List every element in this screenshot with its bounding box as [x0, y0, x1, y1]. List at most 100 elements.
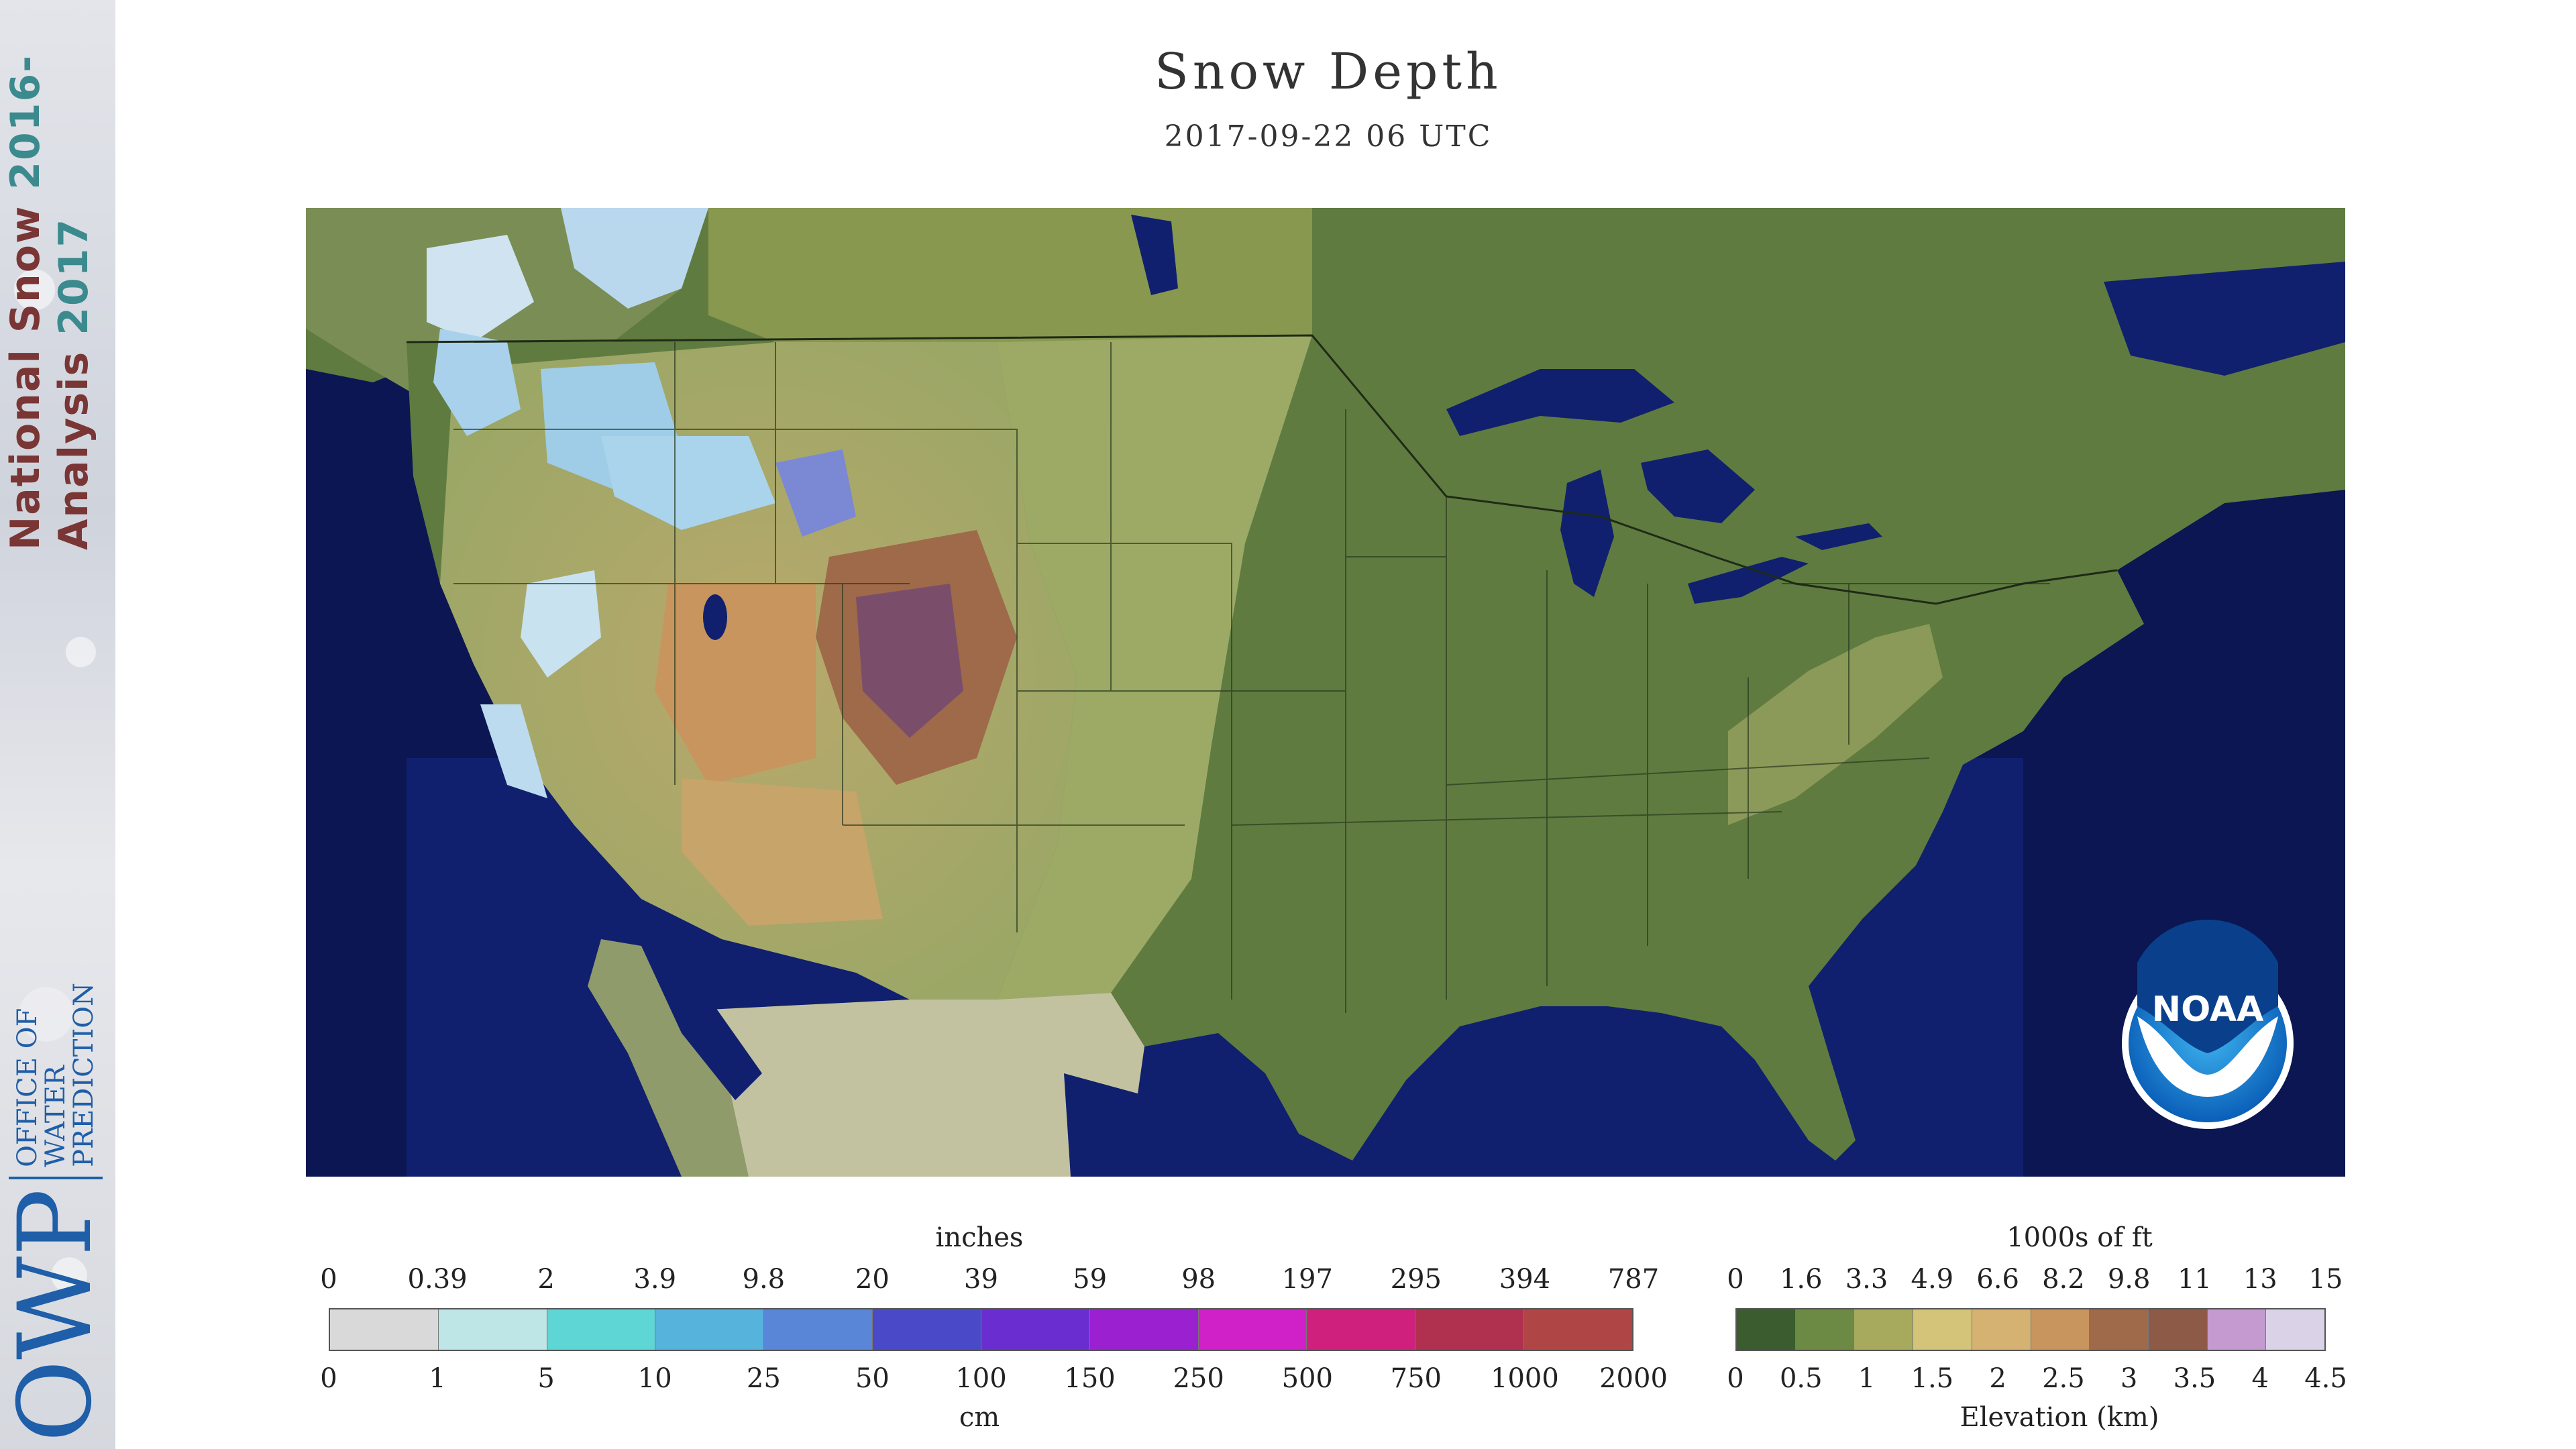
snow-legend-swatch-10 — [1415, 1309, 1525, 1350]
snow-legend-cm-tick-11: 1000 — [1491, 1363, 1559, 1394]
elevation-legend-km-tick-3: 1.5 — [1911, 1363, 1954, 1394]
snow-legend-cm-tick-8: 250 — [1173, 1363, 1224, 1394]
banner-title-years-start: 2016- — [2, 54, 49, 190]
snow-legend-inch-tick-0: 0 — [320, 1264, 337, 1295]
snow-legend-cm-tick-6: 100 — [955, 1363, 1007, 1394]
elevation-legend-km-tick-1: 0.5 — [1779, 1363, 1823, 1394]
snow-legend-swatch-7 — [1089, 1309, 1199, 1350]
snow-legend-inch-tick-8: 98 — [1181, 1264, 1216, 1295]
great-basin-terrain — [655, 584, 816, 785]
elevation-legend-swatch-5 — [2031, 1309, 2090, 1350]
banner-title: National Snow 2016- Analysis 2017 — [1, 0, 102, 550]
elevation-legend-swatch-0 — [1737, 1309, 1796, 1350]
elevation-legend-ft-tick-1: 1.6 — [1779, 1264, 1823, 1295]
snow-legend-cm-tick-5: 50 — [855, 1363, 890, 1394]
elevation-legend-swatch-1 — [1795, 1309, 1855, 1350]
great-plains — [997, 335, 1312, 1000]
snow-legend-unit-cm: cm — [959, 1402, 1000, 1433]
snow-legend-inch-tick-7: 59 — [1073, 1264, 1108, 1295]
elevation-legend-ft-tick-2: 3.3 — [1845, 1264, 1888, 1295]
elevation-legend-ft-tick-4: 6.6 — [1976, 1264, 2019, 1295]
snow-legend-cm-tick-1: 1 — [429, 1363, 446, 1394]
great-lakes — [1446, 369, 1882, 604]
snow-legend-swatch-11 — [1524, 1309, 1632, 1350]
snow-legend-inch-tick-1: 0.39 — [407, 1264, 468, 1295]
snow-legend-swatch-0 — [330, 1309, 439, 1350]
lake-winnipeg — [1131, 215, 1178, 295]
owp-logo-divider — [9, 1176, 103, 1179]
snow-legend-swatch-4 — [764, 1309, 873, 1350]
snow-legend-cm-tick-9: 500 — [1281, 1363, 1333, 1394]
map-timestamp: 2017-09-22 06 UTC — [1164, 119, 1493, 154]
great-salt-lake — [703, 594, 727, 640]
banner-title-line1: National Snow — [2, 189, 49, 550]
snow-legend-cm-tick-2: 5 — [537, 1363, 555, 1394]
elevation-legend-ft-tick-6: 9.8 — [2107, 1264, 2151, 1295]
elevation-legend-colorbar — [1735, 1308, 2326, 1351]
elevation-legend-swatch-3 — [1913, 1309, 1972, 1350]
st-lawrence-gulf — [2104, 262, 2345, 376]
us-canada-border — [406, 334, 2118, 605]
side-banner: National Snow 2016- Analysis 2017 OWP OF… — [0, 0, 115, 1449]
elevation-legend-km-tick-7: 3.5 — [2173, 1363, 2216, 1394]
snow-depth-map: NOAA — [306, 208, 2345, 1177]
elevation-legend-unit-km: Elevation (km) — [1960, 1402, 2159, 1433]
snow-legend-inch-tick-10: 295 — [1390, 1264, 1442, 1295]
elevation-legend-ft-tick-3: 4.9 — [1911, 1264, 1954, 1295]
snow-legend-cm-tick-12: 2000 — [1599, 1363, 1668, 1394]
snow-legend-cm-tick-4: 25 — [746, 1363, 781, 1394]
banner-snow-texture — [0, 0, 115, 1449]
snow-legend-inch-tick-5: 20 — [855, 1264, 890, 1295]
snow-legend-cm-tick-10: 750 — [1390, 1363, 1442, 1394]
elevation-legend-km-tick-2: 1 — [1858, 1363, 1876, 1394]
elevation-legend-km-tick-8: 4 — [2251, 1363, 2269, 1394]
snow-legend-swatch-8 — [1198, 1309, 1307, 1350]
snow-legend-swatch-3 — [655, 1309, 765, 1350]
elevation-legend-km-tick-9: 4.5 — [2304, 1363, 2347, 1394]
snow-legend-swatch-6 — [981, 1309, 1090, 1350]
four-corners-terrain — [682, 778, 883, 926]
snow-legend-cm-tick-7: 150 — [1064, 1363, 1116, 1394]
snow-cover — [427, 208, 856, 798]
snow-legend-colorbar — [329, 1308, 1633, 1351]
snow-legend-cm-tick-3: 10 — [637, 1363, 672, 1394]
owp-logo: OWP OFFICE OF WATER PREDICTION — [0, 982, 114, 1442]
elevation-legend-km-tick-0: 0 — [1727, 1363, 1744, 1394]
snow-legend-swatch-5 — [873, 1309, 981, 1350]
baja-peninsula — [588, 939, 749, 1177]
elevation-legend-swatch-4 — [1972, 1309, 2031, 1350]
snow-legend-inch-tick-9: 197 — [1281, 1264, 1333, 1295]
owp-logo-line-1: OFFICE OF — [12, 1008, 43, 1167]
elevation-legend-ft-tick-7: 11 — [2177, 1264, 2212, 1295]
elevation-legend-swatch-8 — [2207, 1309, 2267, 1350]
elevation-legend-ft-tick-5: 8.2 — [2042, 1264, 2085, 1295]
owp-logo-letters: OWP — [0, 1188, 114, 1442]
elevation-legend-ft-tick-8: 13 — [2243, 1264, 2277, 1295]
elevation-legend-swatch-6 — [2090, 1309, 2149, 1350]
snow-legend-inch-tick-11: 394 — [1499, 1264, 1551, 1295]
snow-legend-inch-tick-3: 3.9 — [633, 1264, 677, 1295]
snow-legend-inch-tick-6: 39 — [964, 1264, 998, 1295]
elevation-legend-swatch-2 — [1854, 1309, 1914, 1350]
elevation-legend-km-tick-4: 2 — [1989, 1363, 2006, 1394]
owp-logo-line-3: PREDICTION — [68, 982, 99, 1167]
owp-logo-text: OFFICE OF WATER PREDICTION — [12, 982, 99, 1167]
snow-legend-inch-tick-12: 787 — [1607, 1264, 1660, 1295]
mexico-land — [641, 993, 1144, 1177]
snow-legend-swatch-1 — [438, 1309, 547, 1350]
banner-title-line2: Analysis — [50, 335, 97, 550]
snow-legend-unit-inches: inches — [935, 1222, 1024, 1253]
noaa-logo: NOAA — [2122, 919, 2294, 1129]
canada-prairies — [708, 208, 1312, 342]
map-svg: NOAA — [306, 208, 2345, 1177]
snow-legend-inch-tick-2: 2 — [537, 1264, 555, 1295]
elevation-legend-km-tick-6: 3 — [2120, 1363, 2138, 1394]
elevation-legend-unit-ft: 1000s of ft — [2006, 1222, 2153, 1253]
elevation-legend-swatch-9 — [2266, 1309, 2325, 1350]
elevation-legend-ft-tick-9: 15 — [2308, 1264, 2343, 1295]
snow-legend-inch-tick-4: 9.8 — [742, 1264, 786, 1295]
colorado-peaks — [856, 584, 963, 738]
snow-legend-swatch-9 — [1307, 1309, 1416, 1350]
map-title: Snow Depth — [1155, 43, 1502, 101]
elevation-legend-km-tick-5: 2.5 — [2042, 1363, 2085, 1394]
